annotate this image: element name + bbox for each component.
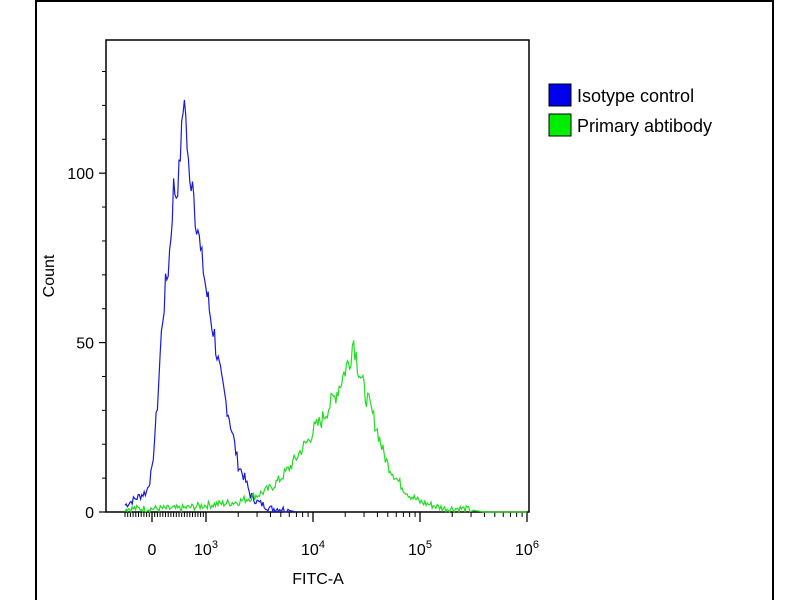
y-tick-label: 0 xyxy=(85,505,94,522)
x-axis: 0 103 104 105 106 xyxy=(124,512,539,559)
legend: Isotype control Primary abtibody xyxy=(548,83,712,137)
series-layer xyxy=(124,99,527,515)
plot-area xyxy=(105,39,530,513)
legend-swatch-isotype xyxy=(548,83,572,107)
x-axis-label: FITC-A xyxy=(292,571,344,588)
x-tick-label: 105 xyxy=(408,539,432,559)
x-tick-label: 106 xyxy=(515,539,539,559)
legend-label-isotype: Isotype control xyxy=(577,86,694,106)
legend-label-primary: Primary abtibody xyxy=(577,116,712,136)
x-tick-label: 104 xyxy=(301,539,325,559)
y-axis: 0 50 100 xyxy=(67,71,106,522)
legend-swatch-primary xyxy=(548,113,572,137)
y-tick-label: 50 xyxy=(76,336,94,353)
series-line-0 xyxy=(124,99,297,514)
y-axis-label: Count xyxy=(41,254,58,297)
y-tick-label: 100 xyxy=(67,166,94,183)
x-tick-label: 103 xyxy=(194,539,218,559)
series-line-1 xyxy=(124,340,527,515)
x-tick-label: 0 xyxy=(148,542,157,559)
